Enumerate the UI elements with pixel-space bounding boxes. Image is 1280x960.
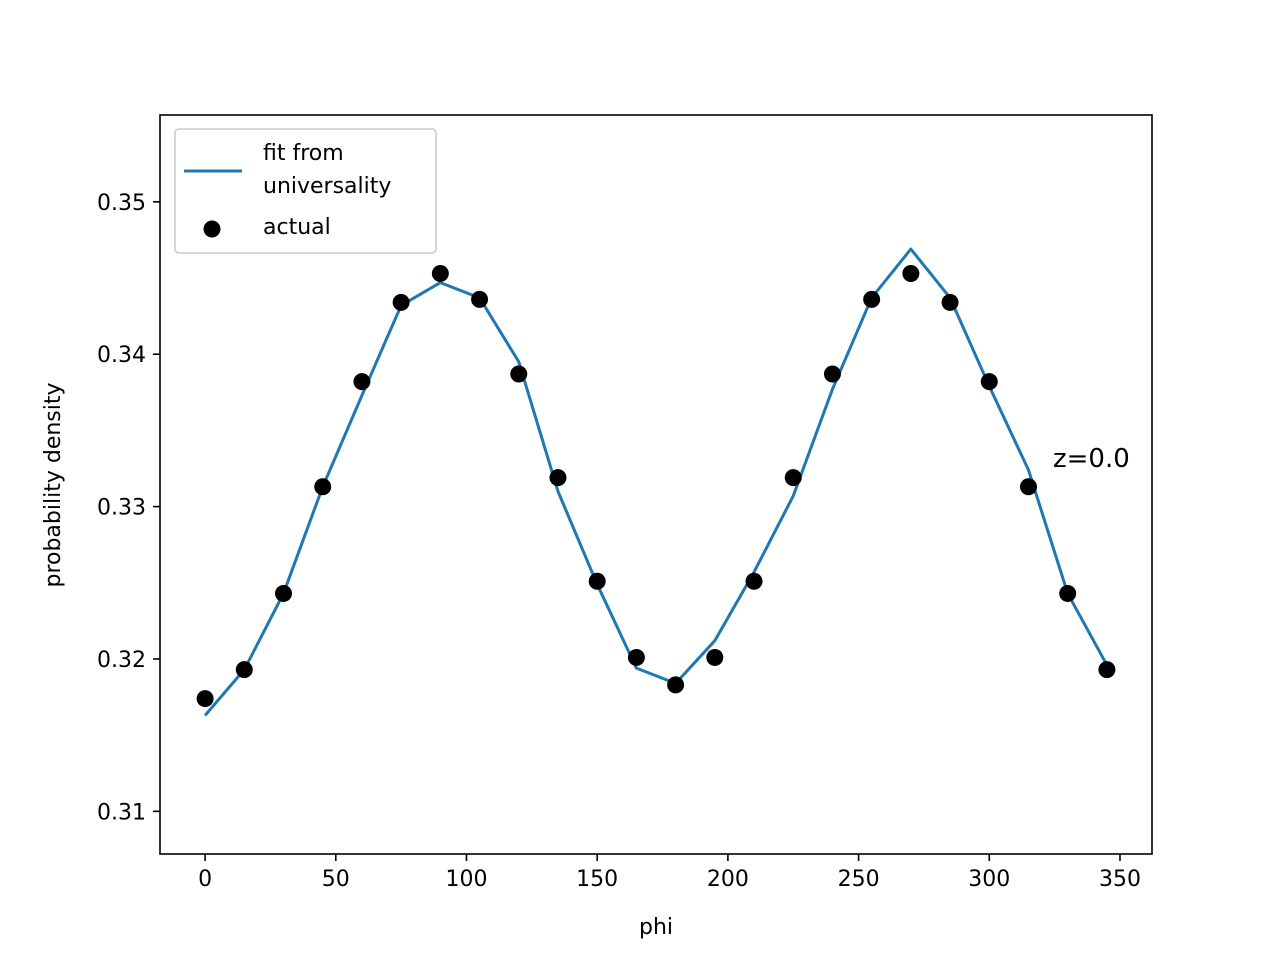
x-tick-label: 150 bbox=[576, 867, 618, 892]
actual-point bbox=[980, 373, 998, 391]
actual-point bbox=[392, 293, 410, 311]
actual-point bbox=[1059, 584, 1077, 602]
x-tick-label: 200 bbox=[707, 867, 749, 892]
legend-fit-label-line1: fit from bbox=[263, 141, 344, 166]
actual-point bbox=[549, 469, 567, 487]
actual-point bbox=[353, 373, 371, 391]
actual-point bbox=[863, 290, 881, 308]
actual-point bbox=[627, 648, 645, 666]
x-tick-label: 100 bbox=[445, 867, 487, 892]
annotation-z: z=0.0 bbox=[1053, 444, 1130, 474]
x-tick-label: 250 bbox=[838, 867, 880, 892]
y-tick-label: 0.35 bbox=[97, 191, 146, 216]
y-axis-label: probability density bbox=[41, 382, 66, 587]
actual-point bbox=[941, 293, 959, 311]
x-tick-label: 0 bbox=[198, 867, 212, 892]
legend-fit-label-line2: universality bbox=[263, 174, 391, 199]
actual-point bbox=[902, 264, 920, 282]
axes-frame bbox=[159, 114, 1153, 855]
x-axis-label: phi bbox=[639, 915, 673, 940]
actual-point bbox=[196, 690, 214, 708]
plot-area bbox=[196, 247, 1116, 717]
actual-point bbox=[510, 365, 528, 383]
actual-point bbox=[784, 469, 802, 487]
actual-point bbox=[745, 572, 763, 590]
actual-point bbox=[314, 478, 332, 496]
actual-point bbox=[235, 661, 253, 679]
x-tick-label: 300 bbox=[968, 867, 1010, 892]
legend-frame bbox=[174, 128, 437, 254]
y-tick-label: 0.34 bbox=[97, 343, 146, 368]
actual-point bbox=[823, 365, 841, 383]
actual-point bbox=[431, 264, 449, 282]
y-axis: 0.31 0.32 0.33 0.34 0.35 bbox=[97, 191, 160, 825]
actual-point bbox=[706, 648, 724, 666]
y-tick-label: 0.33 bbox=[97, 496, 146, 521]
fit-line bbox=[203, 247, 1109, 717]
x-tick-label: 350 bbox=[1099, 867, 1141, 892]
actual-point bbox=[1019, 478, 1037, 496]
actual-point bbox=[588, 572, 606, 590]
y-tick-label: 0.31 bbox=[97, 800, 146, 825]
y-tick-label: 0.32 bbox=[97, 648, 146, 673]
legend-actual-label: actual bbox=[263, 215, 331, 240]
legend-actual-marker bbox=[203, 220, 221, 238]
actual-point bbox=[667, 676, 685, 694]
x-axis: 0 50 100 150 200 250 300 350 bbox=[198, 854, 1141, 892]
x-tick-label: 50 bbox=[322, 867, 350, 892]
legend: fit from universality actual bbox=[174, 128, 437, 254]
actual-point bbox=[471, 290, 489, 308]
actual-point bbox=[275, 584, 293, 602]
actual-point bbox=[1098, 661, 1116, 679]
